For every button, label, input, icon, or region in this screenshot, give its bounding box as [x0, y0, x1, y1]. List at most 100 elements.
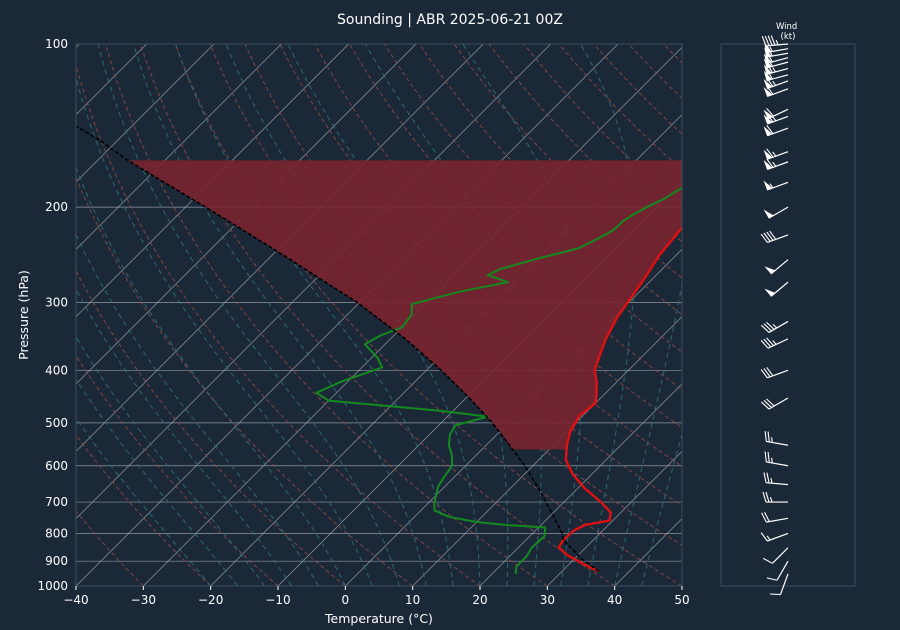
- isotherm-line: [547, 450, 682, 586]
- series-layer: [76, 125, 682, 575]
- wind-barb: [760, 230, 789, 243]
- moist-adiabat: [76, 166, 346, 586]
- temperature-line: [557, 225, 682, 573]
- isotherm-line: [76, 44, 484, 452]
- wind-barb: [764, 431, 789, 446]
- wind-barb: [766, 560, 789, 581]
- y-tick-label: 500: [45, 416, 68, 430]
- isotherm-line: [412, 316, 682, 586]
- x-tick-label: −10: [265, 593, 290, 607]
- isotherm-line: [76, 44, 215, 183]
- wind-barb: [764, 281, 789, 297]
- dry-adiabat: [104, 44, 548, 586]
- moist-adiabat: [76, 417, 212, 586]
- dry-adiabat: [139, 44, 615, 586]
- wind-barb: [764, 259, 789, 275]
- x-tick-label: 0: [342, 593, 350, 607]
- moist-adiabat: [76, 76, 373, 586]
- dry-adiabat: [76, 510, 144, 586]
- wind-barb: [763, 124, 789, 137]
- x-tick-label: 20: [472, 593, 487, 607]
- moist-adiabat: [76, 233, 319, 586]
- wind-barb: [763, 148, 789, 160]
- wind-barb: [760, 397, 789, 410]
- wind-barb: [760, 367, 789, 379]
- x-tick-label: −40: [63, 593, 88, 607]
- y-tick-labels: 100 200 300 400 500 600 700 800 900 1000: [37, 37, 68, 593]
- isotherm-line: [76, 44, 551, 520]
- wind-panel: [720, 43, 856, 587]
- wind-barb: [761, 35, 789, 47]
- dry-adiabat: [593, 44, 682, 135]
- wind-barb: [763, 107, 789, 120]
- wind-barb: [762, 491, 788, 503]
- wind-barb: [763, 206, 789, 219]
- wind-barb: [760, 320, 789, 333]
- moist-adiabat: [76, 335, 265, 586]
- wind-barbs: [760, 35, 789, 596]
- dry-adiabat: [453, 44, 682, 279]
- x-tick-label: 10: [405, 593, 420, 607]
- wind-barb: [763, 158, 789, 170]
- dry-adiabat: [76, 433, 212, 586]
- wind-barb: [770, 573, 789, 596]
- wind-barb: [763, 180, 789, 191]
- cape-fill: [128, 160, 682, 450]
- y-tick-label: 600: [45, 459, 68, 473]
- dry-adiabat: [663, 44, 682, 64]
- wind-barb: [763, 63, 789, 75]
- chart-title: Sounding | ABR 2025-06-21 00Z: [337, 12, 563, 28]
- y-tick-label: 800: [45, 526, 68, 540]
- y-tick-label: 400: [45, 363, 68, 377]
- isotherm-line: [76, 44, 349, 318]
- moist-adiabat: [225, 44, 481, 586]
- isotherm-line: [0, 44, 12, 586]
- moist-adiabat: [364, 44, 542, 586]
- dry-adiabat: [76, 176, 414, 586]
- x-tick-label: 40: [607, 593, 622, 607]
- moist-adiabat: [641, 432, 682, 586]
- x-axis-label: Temperature (°C): [324, 611, 433, 626]
- dry-adiabat: [698, 44, 900, 586]
- x-tick-label: −30: [131, 593, 156, 607]
- dry-adiabat: [76, 63, 481, 586]
- wind-barb: [763, 77, 789, 90]
- wind-barb: [761, 512, 789, 523]
- dewpoint-line: [315, 186, 682, 575]
- wind-panel-label: Wind (kt): [776, 22, 800, 42]
- moist-adiabat: [132, 44, 427, 586]
- cape-fill-layer: [128, 160, 682, 450]
- x-tick-label: 30: [540, 593, 555, 607]
- moist-adiabat: [614, 282, 682, 586]
- moist-adiabat: [76, 288, 292, 586]
- isotherm-line: [681, 585, 682, 586]
- y-tick-label: 100: [45, 37, 68, 51]
- dry-adiabat: [76, 354, 279, 586]
- moist-adiabat: [97, 44, 400, 586]
- y-tick-label: 700: [45, 495, 68, 509]
- y-tick-label: 200: [45, 200, 68, 214]
- isotherm-line: [749, 44, 900, 586]
- x-tick-label: −20: [198, 593, 223, 607]
- x-tick-labels: −40 −30 −20 −10 0 10 20 30 40 50: [63, 586, 690, 607]
- isotherm-line: [76, 44, 417, 385]
- moist-adiabat: [580, 44, 636, 586]
- y-tick-label: 900: [45, 554, 68, 568]
- y-tick-label: 1000: [37, 579, 68, 593]
- y-tick-label: 300: [45, 296, 68, 310]
- moist-adiabat: [76, 378, 239, 586]
- dry-adiabat: [76, 269, 346, 586]
- wind-barb: [762, 547, 789, 564]
- parcel-line: [76, 125, 600, 573]
- x-tick-label: 50: [674, 593, 689, 607]
- dry-adiabat: [628, 44, 682, 100]
- wind-barb: [764, 451, 789, 467]
- wind-barb: [763, 472, 789, 486]
- plot-frame: [75, 43, 683, 587]
- isotherm-line: [76, 44, 619, 586]
- wind-barb: [760, 532, 789, 542]
- isotherm-line: [76, 44, 282, 250]
- isotherm-line: [479, 383, 682, 586]
- wind-barb: [760, 337, 789, 349]
